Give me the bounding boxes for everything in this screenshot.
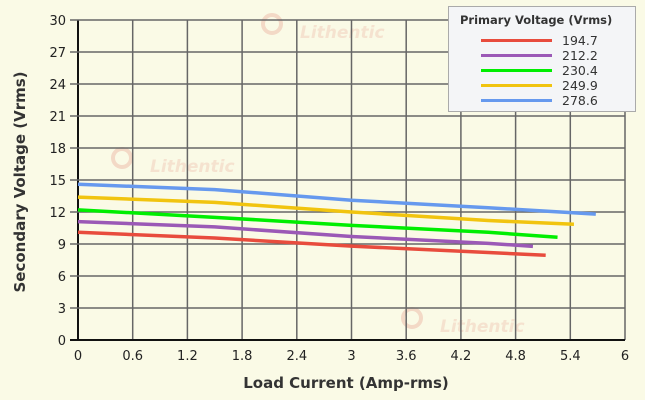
legend-item: 249.9 <box>481 78 635 93</box>
x-tick-label: 1.2 <box>177 349 198 364</box>
y-tick-label: 27 <box>49 46 66 61</box>
series-lines <box>77 182 596 258</box>
y-tick-label: 0 <box>58 334 66 349</box>
legend-title: Primary Voltage (Vrms) <box>460 13 613 27</box>
legend: Primary Voltage (Vrms) 194.7 212.2 230.4 24… <box>448 6 636 112</box>
x-axis-title: Load Current (Amp-rms) <box>243 374 449 392</box>
legend-label: 194.7 <box>562 33 598 48</box>
y-tick-label: 24 <box>49 78 66 93</box>
x-tick-label: 1.8 <box>232 349 253 364</box>
series-line-230.4 <box>77 208 558 240</box>
x-tick-label: 3 <box>347 349 355 364</box>
series-line-212.2 <box>77 219 534 249</box>
series-line-249.9 <box>77 195 575 227</box>
x-tick-label: 6 <box>621 349 629 364</box>
watermark-logo-icon <box>111 147 133 169</box>
legend-swatch <box>481 84 552 87</box>
legend-swatch <box>481 54 552 57</box>
legend-label: 249.9 <box>562 78 598 93</box>
x-tick-label: 4.8 <box>505 349 526 364</box>
y-tick-label: 3 <box>58 302 66 317</box>
y-axis-title: Secondary Voltage (Vrms) <box>11 71 29 292</box>
x-tick-label: 5.4 <box>560 349 581 364</box>
y-tick-label: 21 <box>49 110 66 125</box>
x-tick-label: 2.4 <box>286 349 307 364</box>
legend-swatch <box>481 69 552 72</box>
watermark-logo-icon <box>401 307 423 329</box>
y-tick-label: 30 <box>49 14 66 29</box>
x-tick-label: 3.6 <box>396 349 417 364</box>
x-tick-label: 0 <box>74 349 82 364</box>
watermark-logo-icon <box>261 13 283 35</box>
y-tick-label: 15 <box>49 174 66 189</box>
watermark-text: Lithentic <box>300 23 385 43</box>
legend-item: 194.7 <box>481 33 635 48</box>
x-tick-label: 0.6 <box>122 349 143 364</box>
series-line-194.7 <box>77 230 546 258</box>
watermark-text: Lithentic <box>150 157 235 177</box>
series-line-278.6 <box>77 182 596 216</box>
legend-label: 212.2 <box>562 48 598 63</box>
x-tick-label: 4.2 <box>451 349 472 364</box>
legend-swatch <box>481 99 552 102</box>
tick-labels: 0 0.6 1.2 1.8 2.4 3 3.6 4.2 4.8 5.4 60369121518212… <box>49 14 629 364</box>
y-tick-label: 18 <box>49 142 66 157</box>
watermark-text: Lithentic <box>440 317 525 337</box>
y-tick-label: 6 <box>58 270 66 285</box>
legend-item: 278.6 <box>481 93 635 108</box>
legend-item: 230.4 <box>481 63 635 78</box>
y-tick-label: 12 <box>49 206 66 221</box>
legend-item: 212.2 <box>481 48 635 63</box>
y-tick-label: 9 <box>58 238 66 253</box>
legend-label: 278.6 <box>562 93 598 108</box>
legend-label: 230.4 <box>562 63 598 78</box>
legend-swatch <box>481 39 552 42</box>
